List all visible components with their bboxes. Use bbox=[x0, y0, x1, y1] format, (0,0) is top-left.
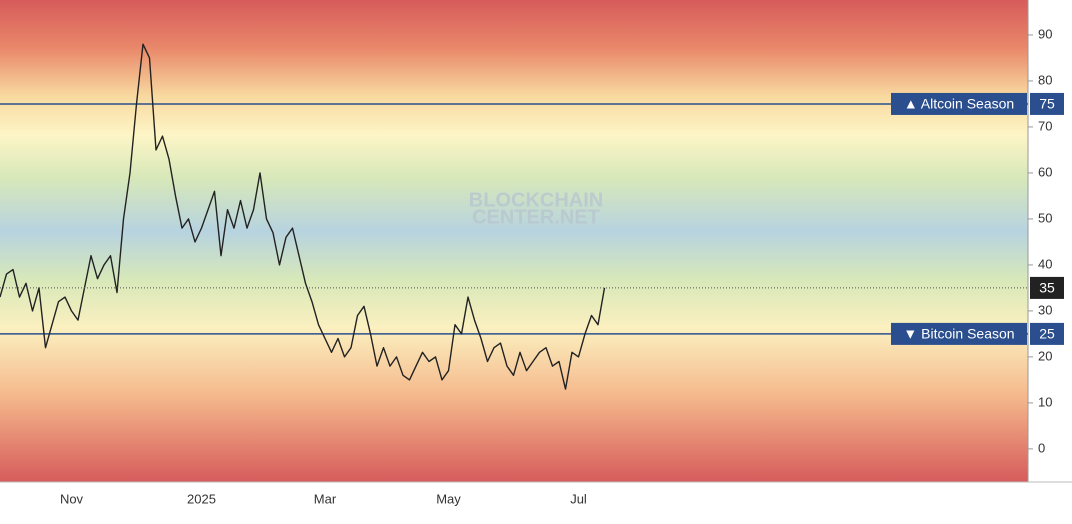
threshold-label: ▲ Altcoin Season bbox=[904, 96, 1014, 112]
last-value-box bbox=[1030, 276, 1064, 299]
last-value-label: 35 bbox=[1039, 280, 1055, 296]
threshold-value-box bbox=[1030, 322, 1064, 345]
threshold-label: ▼ Bitcoin Season bbox=[903, 326, 1014, 342]
watermark: CENTER.NET bbox=[472, 206, 600, 228]
threshold-label-box bbox=[891, 322, 1027, 345]
y-tick-label: 0 bbox=[1038, 440, 1045, 455]
x-tick-label: Jul bbox=[570, 491, 587, 506]
threshold-value: 25 bbox=[1039, 326, 1055, 342]
x-tick-label: May bbox=[436, 491, 461, 506]
threshold-value-box bbox=[1030, 92, 1064, 115]
plot-background bbox=[0, 0, 1028, 482]
y-tick-label: 70 bbox=[1038, 118, 1052, 133]
threshold-label-box bbox=[891, 92, 1027, 115]
x-tick-label: Nov bbox=[60, 491, 84, 506]
x-tick-label: 2025 bbox=[187, 491, 216, 506]
y-tick-label: 50 bbox=[1038, 210, 1052, 225]
y-tick-label: 60 bbox=[1038, 164, 1052, 179]
x-tick-label: Mar bbox=[314, 491, 337, 506]
watermark: BLOCKCHAIN bbox=[469, 189, 603, 211]
series-line bbox=[0, 43, 606, 390]
threshold-value: 75 bbox=[1039, 96, 1055, 112]
y-tick-label: 10 bbox=[1038, 394, 1052, 409]
y-tick-label: 80 bbox=[1038, 72, 1052, 87]
y-tick-label: 90 bbox=[1038, 26, 1052, 41]
y-tick-label: 20 bbox=[1038, 348, 1052, 363]
y-tick-label: 30 bbox=[1038, 302, 1052, 317]
y-tick-label: 40 bbox=[1038, 256, 1052, 271]
